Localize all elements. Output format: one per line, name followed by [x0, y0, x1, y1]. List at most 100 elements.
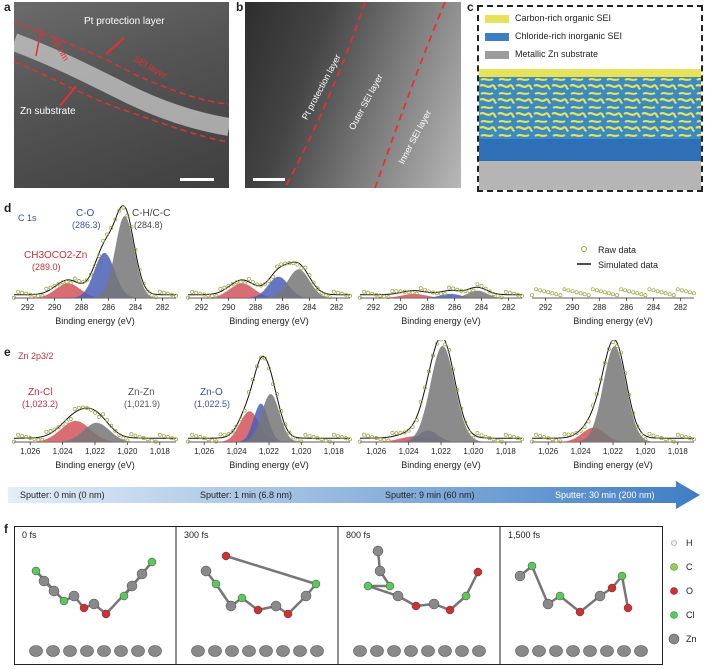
- e-ticklabel-2-2: 1,022: [431, 447, 452, 456]
- md-zn-atom-0-4: [97, 645, 111, 657]
- d-ticklabel-2-5: 282: [502, 303, 516, 312]
- d-peak-2-2: [360, 290, 522, 298]
- d-raw-2-66: [447, 285, 452, 290]
- d-raw-1-54: [258, 283, 263, 288]
- e-raw-2-99: [491, 437, 496, 442]
- e-raw-0-78: [117, 432, 122, 437]
- e-raw-2-117: [516, 436, 520, 441]
- e-subplot-0: 1,026 1,024 1,022 1,020 1,018 Binding energy …: [12, 405, 178, 470]
- d-raw-1-27: [222, 285, 227, 290]
- d-raw-2-69: [451, 286, 456, 291]
- d-raw-2-27: [394, 289, 399, 294]
- e-raw-2-114: [511, 435, 516, 439]
- d-ticklabel-3-2: 288: [593, 303, 607, 312]
- md-atom-1-5: [270, 600, 282, 612]
- d-raw-2-0: [358, 295, 362, 300]
- md-zn-atom-3-4: [583, 645, 597, 657]
- e-ticklabel-0-2: 1,022: [85, 447, 106, 456]
- d-raw-3-78: [635, 291, 640, 296]
- d-raw-0-81: [121, 205, 126, 210]
- d-raw-1-114: [339, 291, 344, 296]
- d-raw-0-36: [60, 280, 65, 285]
- e-raw-3-0: [530, 439, 534, 444]
- e-raw-2-96: [487, 436, 492, 441]
- d-legend-icons: [577, 246, 591, 265]
- e-raw-1-63: [271, 382, 276, 387]
- d-raw-0-93: [137, 267, 142, 272]
- d-xlabel-2: Binding energy (eV): [401, 316, 481, 326]
- e-peak-zncl-name: Zn-Cl: [28, 387, 53, 398]
- d-raw-2-48: [422, 287, 427, 292]
- e-raw-2-69: [451, 367, 456, 372]
- d-raw-0-24: [44, 286, 49, 291]
- md-atom-3-3: [555, 591, 565, 601]
- e-raw-1-45: [246, 390, 251, 395]
- d-xlabel-0: Binding energy (eV): [55, 316, 135, 326]
- legend-label-inorganic: Chloride-rich inorganic SEI: [515, 31, 623, 41]
- d-ticklabel-0-2: 288: [75, 303, 89, 312]
- d-peak-1-2: [188, 269, 350, 298]
- md-atom-2-7: [445, 605, 455, 615]
- d-raw-1-111: [335, 290, 340, 295]
- d-raw-0-48: [76, 279, 81, 283]
- d-raw-3-66: [619, 287, 624, 292]
- md-atom-2-9: [473, 567, 483, 577]
- md-atom-0-9: [136, 568, 148, 580]
- e-raw-3-6: [538, 433, 543, 438]
- d-raw-0-33: [56, 281, 61, 286]
- d-raw-1-84: [299, 266, 304, 271]
- e-ticklabel-1-1: 1,024: [227, 447, 248, 456]
- sputter-label-2: Sputter: 9 min (60 nm): [385, 490, 475, 500]
- zn-substrate-label: Zn substrate: [20, 106, 76, 117]
- e-raw-1-57: [262, 356, 267, 361]
- d-raw-3-15: [550, 291, 555, 296]
- e-raw-1-33: [230, 429, 235, 434]
- d-raw-2-51: [426, 289, 431, 294]
- d-raw-1-117: [343, 292, 348, 297]
- d-raw-3-30: [570, 289, 575, 294]
- d-raw-1-99: [319, 290, 324, 295]
- e-raw-3-54: [602, 360, 607, 365]
- md-zn-atom-1-4: [259, 645, 273, 657]
- d-raw-2-108: [503, 289, 508, 294]
- d-raw-3-96: [659, 290, 664, 295]
- e-raw-3-108: [675, 432, 680, 437]
- d-raw-1-120: [348, 293, 352, 298]
- d-raw-0-45: [72, 276, 77, 281]
- d-raw-2-72: [455, 287, 460, 292]
- md-atom-3-1: [527, 561, 537, 571]
- e-raw-2-90: [479, 433, 484, 438]
- d-raw-3-69: [623, 288, 628, 293]
- e-raw-3-21: [558, 439, 563, 444]
- md-atom-2-8: [461, 591, 471, 601]
- d-raw-0-84: [125, 213, 130, 218]
- d-raw-2-39: [410, 290, 415, 295]
- e-raw-1-69: [279, 409, 284, 413]
- e-element-label: Zn 2p3/2: [18, 351, 54, 361]
- tem-image-b: Pt protection layer Outer SEI layer Inne…: [245, 2, 461, 188]
- e-raw-2-15: [378, 437, 383, 441]
- d-raw-3-0: [530, 293, 534, 298]
- md-atom-3-7: [617, 571, 627, 581]
- d-raw-1-15: [206, 293, 211, 298]
- d-peak-co-energy: (286.3): [72, 220, 101, 230]
- d-peak-2-1: [360, 293, 522, 298]
- e-raw-2-75: [459, 406, 464, 411]
- d-raw-2-36: [406, 290, 411, 294]
- e-raw-0-21: [40, 438, 45, 442]
- e-raw-2-93: [483, 434, 488, 439]
- d-ticklabel-1-1: 290: [222, 303, 236, 312]
- e-ticklabel-2-3: 1,020: [463, 447, 484, 456]
- d-ticklabel-3-3: 286: [620, 303, 634, 312]
- e-raw-0-24: [44, 429, 49, 434]
- e-raw-2-9: [370, 434, 375, 439]
- d-raw-1-87: [303, 265, 308, 270]
- d-ticklabel-0-4: 284: [129, 303, 143, 312]
- d-ticklabel-2-1: 290: [394, 303, 408, 312]
- e-raw-2-18: [382, 437, 387, 442]
- md-atom-0-10: [147, 557, 157, 567]
- e-raw-0-36: [60, 422, 65, 427]
- e-raw-3-117: [688, 436, 692, 441]
- e-raw-2-105: [499, 439, 504, 444]
- e-raw-1-27: [222, 432, 227, 437]
